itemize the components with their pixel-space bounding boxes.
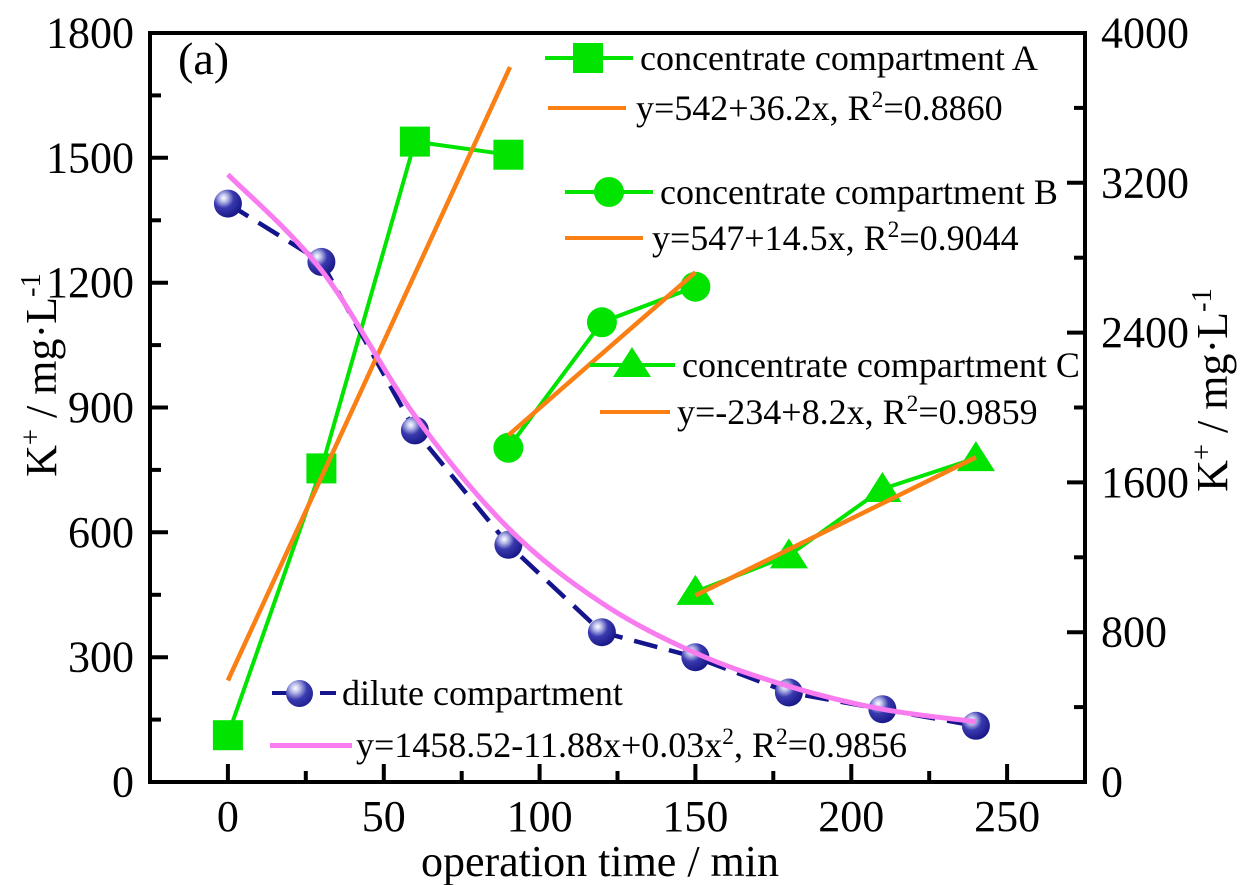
legend-label-fit-b: y=547+14.5x, R2=0.9044 bbox=[652, 215, 1019, 266]
left-axis-title: K+ / mg·L-1 bbox=[9, 175, 75, 575]
svg-text:900: 900 bbox=[68, 383, 134, 432]
legend-label-fit-d: y=1458.52-11.88x+0.03x2, R2=0.9856 bbox=[356, 722, 907, 773]
fit-c-sup: 2 bbox=[906, 391, 919, 418]
fit-d-mid: , R bbox=[733, 725, 776, 765]
svg-text:100: 100 bbox=[507, 792, 573, 841]
legend-label-fit-a: y=542+36.2x, R2=0.8860 bbox=[636, 85, 1003, 136]
left-axis-title-text: K bbox=[17, 445, 66, 477]
legend-label-series-d: dilute compartment bbox=[342, 673, 623, 713]
svg-text:800: 800 bbox=[1101, 608, 1167, 657]
legend-line-fit-c bbox=[600, 410, 670, 414]
svg-text:200: 200 bbox=[818, 792, 884, 841]
svg-text:1500: 1500 bbox=[46, 133, 134, 182]
left-axis-ticks: 0 300 600 900 1200 1500 1800 bbox=[46, 9, 168, 807]
legend-line-fit-b bbox=[565, 236, 643, 240]
fit-d-r2: =0.9856 bbox=[787, 725, 907, 765]
svg-text:0: 0 bbox=[217, 792, 239, 841]
legend-circle-marker bbox=[594, 177, 624, 207]
svg-text:1800: 1800 bbox=[46, 9, 134, 58]
legend-label-series-b: concentrate compartment B bbox=[660, 172, 1058, 212]
svg-text:3200: 3200 bbox=[1101, 158, 1189, 207]
fit-a-eq: y=542+36.2x, R bbox=[636, 88, 872, 128]
legend-label-fit-c: y=-234+8.2x, R2=0.9859 bbox=[677, 389, 1038, 440]
fit-d-eq: y=1458.52-11.88x+0.03x bbox=[356, 725, 723, 765]
fit-d-sup2: 2 bbox=[775, 724, 788, 751]
svg-text:150: 150 bbox=[662, 792, 728, 841]
right-axis-title-exp: -1 bbox=[1187, 288, 1219, 312]
fit-c-eq: y=-234+8.2x, R bbox=[677, 392, 907, 432]
fit-d-sup: 2 bbox=[722, 724, 734, 751]
svg-text:50: 50 bbox=[362, 792, 406, 841]
x-axis-ticks: 0 50 100 150 200 250 bbox=[217, 764, 1040, 841]
right-axis-title-sup: + bbox=[1187, 443, 1219, 461]
legend-label-series-a: concentrate compartment A bbox=[640, 38, 1038, 78]
series-markers bbox=[212, 126, 995, 751]
svg-text:2400: 2400 bbox=[1101, 308, 1189, 357]
svg-text:0: 0 bbox=[112, 758, 134, 807]
svg-text:1600: 1600 bbox=[1101, 458, 1189, 507]
svg-text:0: 0 bbox=[1101, 758, 1123, 807]
fit-a-r2: =0.8860 bbox=[883, 88, 1003, 128]
fit-c-r2: =0.9859 bbox=[918, 392, 1038, 432]
legend-triangle-marker bbox=[613, 347, 651, 377]
left-axis-title-sup: + bbox=[16, 428, 48, 446]
fit-b-r2: =0.9044 bbox=[899, 218, 1019, 258]
fit-a-sup: 2 bbox=[871, 87, 884, 114]
right-axis-title-text: K bbox=[1188, 460, 1237, 492]
left-axis-title-unit: / mg·L bbox=[17, 296, 66, 429]
fit-b-eq: y=547+14.5x, R bbox=[652, 218, 888, 258]
legend-square-marker bbox=[573, 43, 603, 73]
right-axis-title-unit: / mg·L bbox=[1188, 311, 1237, 444]
fit-lines bbox=[225, 66, 977, 725]
panel-label: (a) bbox=[178, 33, 230, 84]
svg-text:4000: 4000 bbox=[1101, 9, 1189, 58]
svg-text:250: 250 bbox=[974, 792, 1040, 841]
right-axis-ticks: 0 800 1600 2400 3200 4000 bbox=[1067, 9, 1189, 807]
legend-ball-marker bbox=[286, 680, 313, 707]
fit-b-sup: 2 bbox=[887, 217, 900, 244]
svg-text:600: 600 bbox=[68, 508, 134, 557]
svg-text:300: 300 bbox=[68, 633, 134, 682]
svg-text:1200: 1200 bbox=[46, 258, 134, 307]
x-axis-title: operation time / min bbox=[420, 837, 780, 885]
legend-label-series-c: concentrate compartment C bbox=[682, 345, 1080, 385]
legend-line-fit-d bbox=[270, 743, 352, 748]
left-axis-title-exp: -1 bbox=[16, 273, 48, 297]
legend-line-fit-a bbox=[548, 106, 626, 110]
right-axis-title: K+ / mg·L-1 bbox=[1180, 190, 1246, 590]
